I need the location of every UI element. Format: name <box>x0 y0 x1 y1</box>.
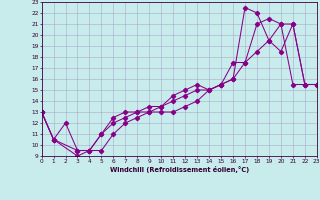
X-axis label: Windchill (Refroidissement éolien,°C): Windchill (Refroidissement éolien,°C) <box>109 166 249 173</box>
